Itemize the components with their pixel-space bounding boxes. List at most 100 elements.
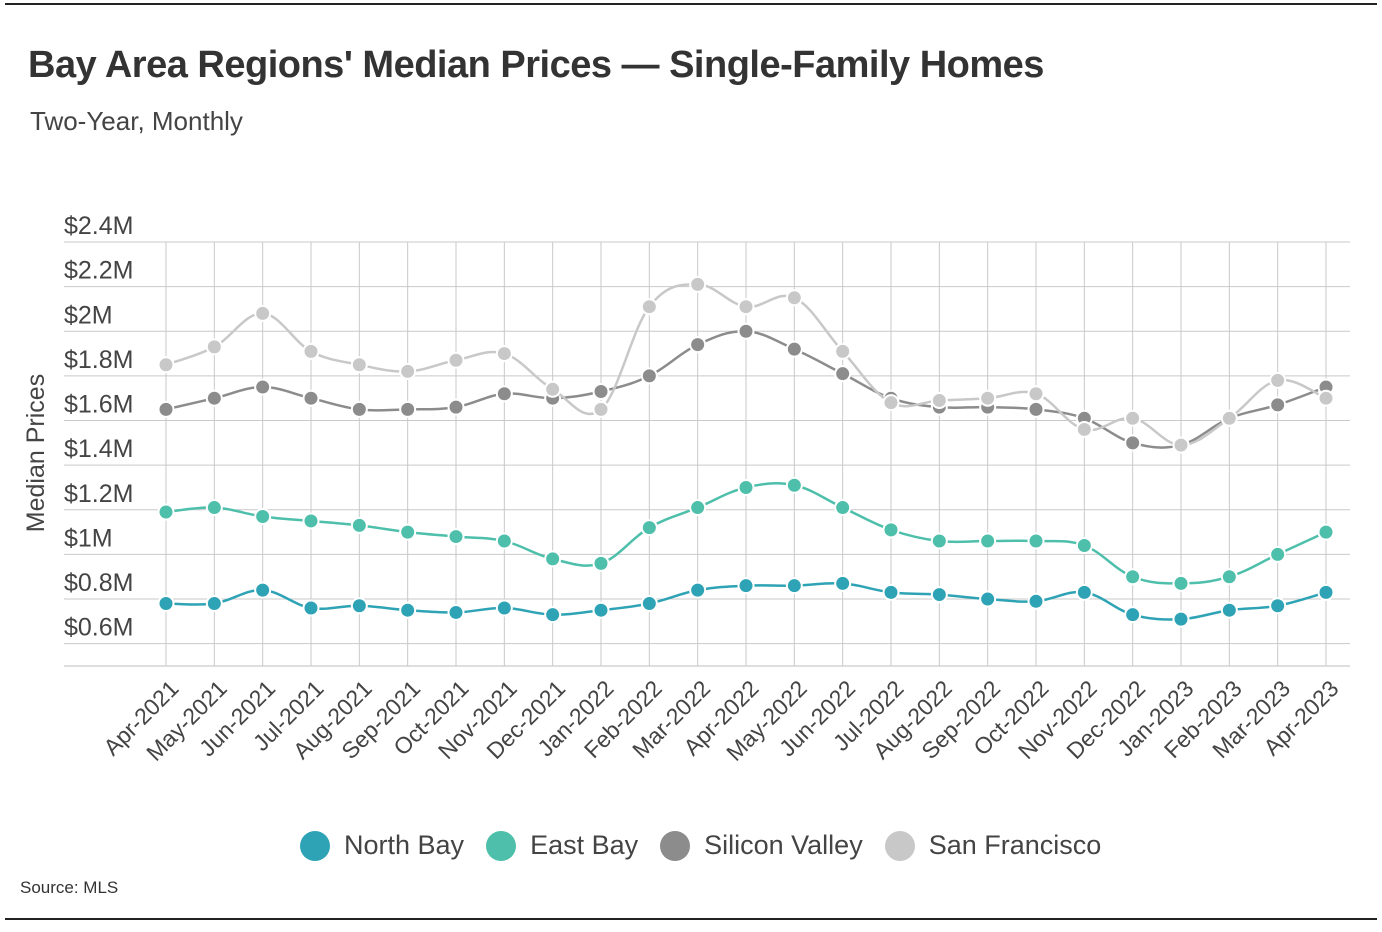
data-point-silicon-valley [1027, 400, 1045, 418]
data-point-east-bay [1269, 545, 1287, 563]
data-point-san-francisco [834, 342, 852, 360]
data-point-san-francisco [640, 298, 658, 316]
data-point-east-bay [930, 532, 948, 550]
legend-label-san-francisco: San Francisco [928, 830, 1102, 860]
data-point-north-bay [399, 601, 417, 619]
data-point-north-bay [689, 581, 707, 599]
data-point-east-bay [157, 503, 175, 521]
y-tick-label: $1M [64, 524, 113, 552]
data-point-north-bay [1075, 583, 1093, 601]
y-axis-title: Median Prices [22, 374, 50, 532]
data-point-north-bay [1124, 606, 1142, 624]
data-point-east-bay [785, 476, 803, 494]
data-point-san-francisco [1317, 389, 1335, 407]
data-point-silicon-valley [157, 400, 175, 418]
data-point-north-bay [350, 597, 368, 615]
legend-item-san-francisco: San Francisco [884, 830, 1102, 861]
data-point-east-bay [979, 532, 997, 550]
y-axis: $0.6M $0.8M $1M $1.2M $1.4M $1.6M $1.8M $2M $2.2… [64, 212, 133, 642]
data-point-north-bay [640, 595, 658, 613]
data-point-east-bay [640, 519, 658, 537]
data-point-san-francisco [447, 351, 465, 369]
data-point-silicon-valley [1124, 434, 1142, 452]
data-point-east-bay [592, 554, 610, 572]
data-point-san-francisco [1124, 409, 1142, 427]
x-axis: Apr-2021May-2021Jun-2021Jul-2021Aug-2021… [98, 675, 1343, 766]
legend-marker-san-francisco [884, 830, 915, 861]
data-point-san-francisco [157, 356, 175, 374]
data-point-east-bay [447, 528, 465, 546]
data-point-san-francisco [350, 356, 368, 374]
data-point-silicon-valley [302, 389, 320, 407]
y-tick-label: $2.4M [64, 212, 133, 240]
data-point-san-francisco [544, 380, 562, 398]
data-point-north-bay [930, 586, 948, 604]
data-point-north-bay [1220, 601, 1238, 619]
y-tick-label: $1.6M [64, 391, 133, 419]
data-point-silicon-valley [254, 378, 272, 396]
grid [64, 241, 1350, 667]
data-point-silicon-valley [834, 365, 852, 383]
data-point-san-francisco [1269, 371, 1287, 389]
data-point-east-bay [1075, 536, 1093, 554]
data-point-san-francisco [495, 345, 513, 363]
data-point-san-francisco [979, 389, 997, 407]
data-point-north-bay [1317, 583, 1335, 601]
chart-subtitle: Two-Year, Monthly [30, 106, 243, 136]
bottom-rule [5, 918, 1377, 920]
legend-marker-east-bay [486, 830, 517, 861]
data-point-san-francisco [592, 400, 610, 418]
data-point-silicon-valley [785, 340, 803, 358]
data-point-san-francisco [785, 289, 803, 307]
series-north-bay [157, 574, 1335, 628]
legend-item-silicon-valley: Silicon Valley [660, 830, 863, 861]
data-point-east-bay [1317, 523, 1335, 541]
data-point-east-bay [1124, 568, 1142, 586]
data-point-east-bay [302, 512, 320, 530]
data-point-silicon-valley [495, 385, 513, 403]
data-point-north-bay [737, 577, 755, 595]
data-point-east-bay [834, 499, 852, 517]
y-tick-label: $1.2M [64, 480, 133, 508]
data-point-silicon-valley [1269, 396, 1287, 414]
data-point-san-francisco [1172, 436, 1190, 454]
y-tick-label: $2.2M [64, 257, 133, 285]
data-point-san-francisco [1027, 385, 1045, 403]
data-point-east-bay [399, 523, 417, 541]
legend-item-east-bay: East Bay [486, 830, 638, 861]
data-point-san-francisco [882, 394, 900, 412]
data-point-east-bay [689, 499, 707, 517]
data-point-north-bay [592, 601, 610, 619]
data-point-east-bay [544, 550, 562, 568]
data-point-silicon-valley [350, 400, 368, 418]
data-point-east-bay [254, 507, 272, 525]
data-point-east-bay [737, 478, 755, 496]
data-point-north-bay [302, 599, 320, 617]
data-point-san-francisco [689, 275, 707, 293]
data-point-north-bay [1269, 597, 1287, 615]
legend-label-silicon-valley: Silicon Valley [704, 830, 863, 860]
legend-label-east-bay: East Bay [530, 830, 639, 860]
data-point-san-francisco [205, 338, 223, 356]
source-note: Source: MLS [20, 878, 119, 897]
data-point-san-francisco [737, 298, 755, 316]
data-point-san-francisco [254, 304, 272, 322]
data-point-silicon-valley [592, 383, 610, 401]
data-point-east-bay [882, 521, 900, 539]
y-tick-label: $0.6M [64, 614, 133, 642]
data-point-east-bay [350, 516, 368, 534]
data-point-san-francisco [302, 342, 320, 360]
y-tick-label: $0.8M [64, 569, 133, 597]
legend: North Bay East Bay Silicon Valley San Fr… [0, 830, 1382, 861]
data-point-silicon-valley [205, 389, 223, 407]
data-point-north-bay [979, 590, 997, 608]
data-point-north-bay [544, 606, 562, 624]
data-point-silicon-valley [737, 322, 755, 340]
data-point-north-bay [785, 577, 803, 595]
data-point-silicon-valley [640, 367, 658, 385]
data-point-san-francisco [399, 362, 417, 380]
data-point-north-bay [834, 574, 852, 592]
series-layer [157, 275, 1335, 628]
data-point-east-bay [1172, 574, 1190, 592]
